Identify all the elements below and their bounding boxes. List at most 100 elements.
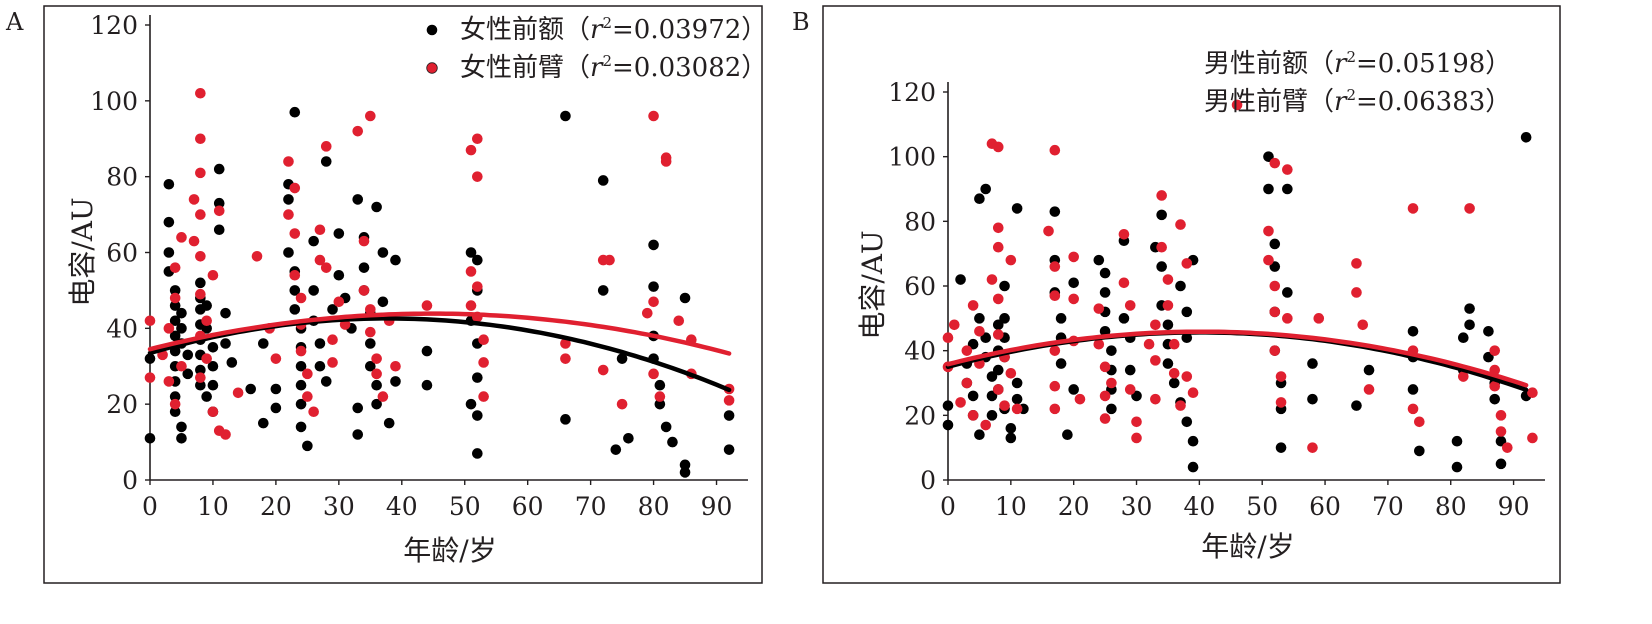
panel-a-x-tick-label: 90 (701, 492, 733, 521)
panel-a-point-forehead (365, 338, 376, 349)
panel-a-point-forearm (648, 296, 659, 308)
panel-a-point-forearm (283, 209, 294, 220)
panel-b-point-forearm (999, 400, 1010, 411)
panel-b-point-forehead (1068, 384, 1079, 395)
panel-a-point-forehead (421, 379, 433, 391)
panel-b-point-forehead (1351, 400, 1362, 411)
panel-a-point-forearm (320, 141, 332, 152)
panel-a-point-forehead (421, 345, 433, 357)
panel-b-point-forehead (999, 313, 1010, 324)
panel-a-point-forearm (195, 250, 206, 262)
panel-b-point-forearm (1049, 261, 1061, 272)
panel-b-point-forearm (1275, 397, 1287, 408)
panel-a-point-forearm (302, 391, 313, 402)
panel-b-y-tick-label: 80 (904, 207, 936, 236)
panel-b-point-forehead (1093, 254, 1105, 266)
panel-b-point-forehead (1049, 206, 1061, 217)
panel-b-point-forearm (1351, 258, 1362, 269)
panel-b-point-forehead (1451, 435, 1463, 447)
panel-a-point-forearm (478, 391, 489, 402)
panel-b-point-forehead (1106, 403, 1117, 415)
panel-a-point-forehead (667, 436, 678, 448)
panel-a-point-forearm (327, 357, 338, 368)
panel-a-point-forehead (213, 197, 225, 209)
panel-b-point-forearm (1282, 164, 1293, 175)
panel-b-point-forehead (1099, 287, 1111, 298)
panel-a-point-forehead (289, 285, 301, 296)
panel-a-x-tick-label: 10 (197, 492, 229, 521)
panel-b-point-forehead (1181, 416, 1193, 428)
panel-a-point-forehead (327, 304, 338, 315)
panel-a-x-tick-label: 40 (386, 492, 418, 521)
panel-a-point-forearm (660, 156, 672, 167)
panel-b-point-forehead (1464, 303, 1475, 314)
panel-a-point-forehead (371, 398, 382, 410)
panel-b-point-forehead (1106, 345, 1117, 356)
panel-a-point-forearm (169, 398, 181, 410)
panel-b-point-forearm (1269, 280, 1281, 292)
panel-a-point-forehead (390, 376, 401, 387)
panel-b-point-forearm (1049, 144, 1061, 156)
panel-b-point-forearm (1099, 361, 1111, 373)
panel-a-legend-marker (426, 62, 438, 74)
panel-b-point-forehead (999, 280, 1010, 292)
panel-b-point-forearm (1049, 290, 1061, 302)
panel-a-y-axis-label: 电容/AU (66, 197, 99, 306)
panel-a-point-forehead (465, 247, 477, 258)
panel-b-point-forehead (942, 400, 954, 411)
panel-a-point-forehead (182, 349, 194, 361)
panel-b-point-forehead (1162, 358, 1174, 369)
panel-a-point-forehead (308, 235, 319, 247)
panel-b-point-forehead (986, 410, 998, 421)
panel-a-frame (43, 5, 763, 584)
panel-b-x-axis-label: 年龄/岁 (1201, 530, 1294, 563)
panel-b-point-forearm (1118, 277, 1130, 289)
panel-a-point-forehead (377, 247, 389, 258)
panel-a-point-forehead (365, 360, 376, 372)
panel-a-point-forearm (176, 360, 187, 372)
panel-a-point-forehead (169, 330, 181, 342)
panel-b-point-forehead (992, 364, 1004, 376)
panel-a-point-forearm (207, 406, 219, 418)
panel-a-point-forehead (377, 296, 389, 308)
panel-a-point-forehead (295, 421, 307, 433)
panel-a-point-forearm (169, 292, 181, 304)
panel-b-point-forearm (1407, 203, 1419, 214)
panel-a-point-forehead (333, 228, 345, 239)
panel-b-point-forearm (961, 377, 973, 389)
panel-a-point-forehead (295, 360, 307, 372)
panel-a-point-forehead (597, 285, 609, 296)
panel-b-point-forearm (1124, 384, 1136, 395)
panel-b-x-tick-label: 70 (1372, 492, 1404, 521)
panel-a-point-forearm (314, 224, 326, 236)
panel-b-point-forearm (992, 293, 1004, 305)
panel-b-y-tick-label: 40 (904, 337, 936, 366)
panel-b-point-forearm (1313, 313, 1325, 324)
panel-b-point-forearm (1093, 303, 1105, 314)
panel-a-point-forehead (176, 323, 187, 334)
panel-a-point-forehead (182, 368, 194, 380)
panel-b-point-forehead (980, 183, 992, 195)
panel-a-point-forearm (195, 288, 206, 300)
panel-b-point-forehead (1118, 313, 1130, 324)
panel-b-point-forearm (1489, 345, 1501, 356)
panel-b-point-forehead (1168, 377, 1180, 389)
panel-b-point-forearm (1162, 274, 1174, 285)
panel-a-point-forehead (472, 448, 483, 459)
panel-b-point-forearm (1049, 380, 1061, 392)
panel-a-point-forehead (358, 262, 370, 273)
panel-a-point-forearm (465, 266, 477, 277)
panel-a-point-forearm (295, 345, 307, 357)
panel-a-fit-curve-forearm (147, 311, 732, 356)
panel-a-point-forehead (213, 163, 225, 175)
panel-a-point-forehead (679, 292, 691, 304)
panel-b-point-forearm (992, 384, 1004, 395)
panel-a-point-forehead (295, 398, 307, 410)
panel-a-point-forearm (560, 338, 571, 349)
panel-b-point-forehead (942, 419, 954, 431)
panel-b-point-forearm (992, 329, 1004, 340)
panel-a-point-forearm (327, 334, 338, 346)
panel-a-point-forearm (289, 269, 301, 281)
panel-b-point-forearm (974, 325, 985, 337)
panel-a-point-forehead (169, 300, 181, 311)
